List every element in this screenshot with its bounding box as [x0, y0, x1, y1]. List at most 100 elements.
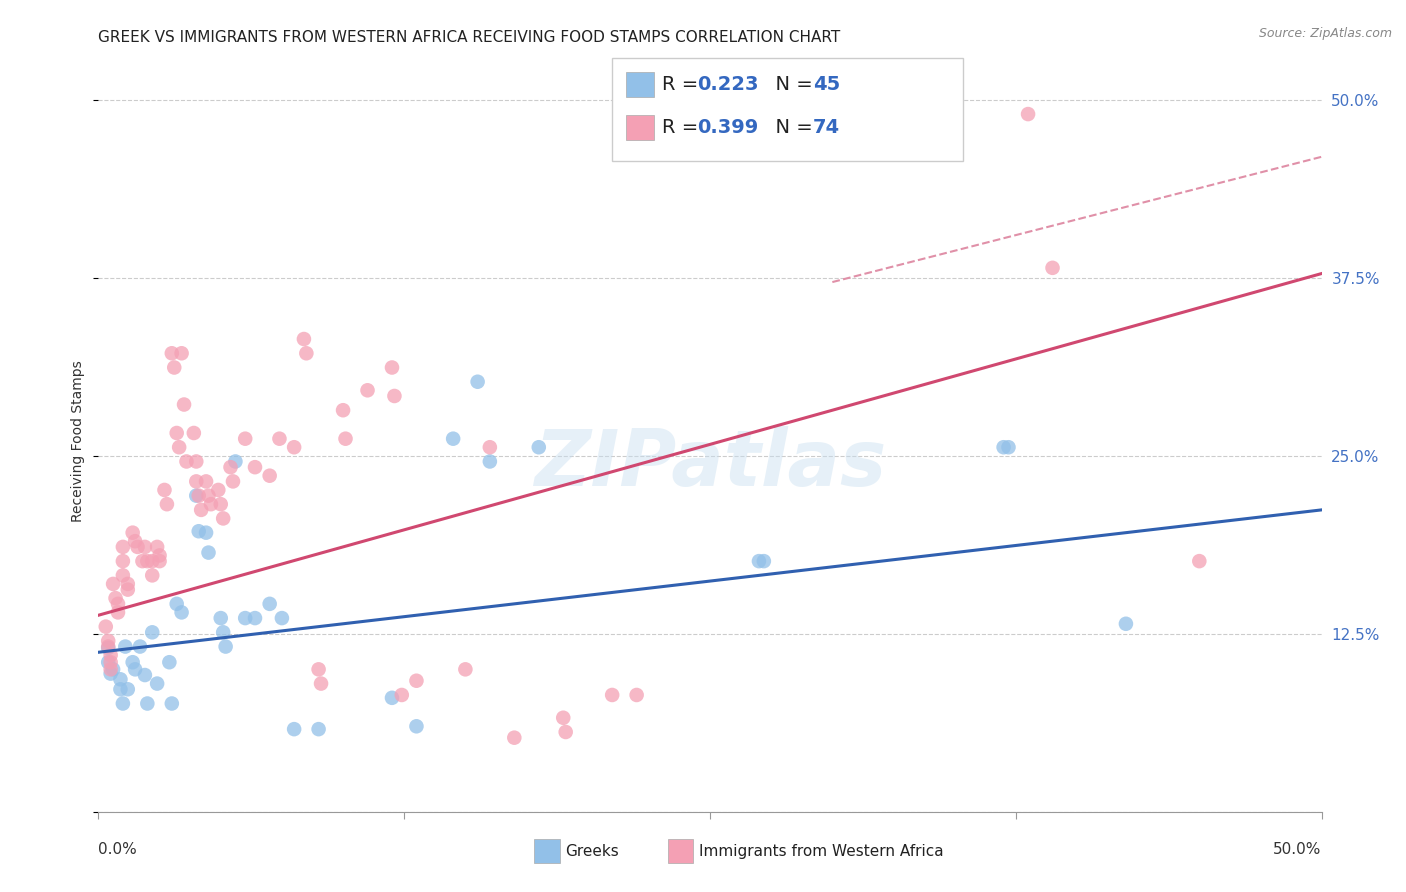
Point	[600, 688, 623, 702]
Text: 0.223: 0.223	[697, 75, 759, 95]
Point	[166, 597, 188, 611]
Point	[183, 425, 205, 440]
Point	[131, 554, 153, 568]
Point	[111, 540, 134, 554]
Point	[121, 655, 143, 669]
Point	[97, 640, 120, 654]
Text: 74: 74	[813, 118, 839, 137]
Text: Source: ZipAtlas.com: Source: ZipAtlas.com	[1258, 27, 1392, 40]
Point	[107, 606, 129, 620]
Point	[117, 682, 139, 697]
Point	[136, 554, 159, 568]
Point	[195, 475, 218, 489]
Point	[167, 440, 190, 454]
Point	[270, 611, 294, 625]
Point	[97, 633, 120, 648]
Point	[309, 676, 332, 690]
Point	[190, 503, 212, 517]
Point	[197, 489, 219, 503]
Text: Immigrants from Western Africa: Immigrants from Western Africa	[699, 845, 943, 859]
Point	[134, 668, 156, 682]
Point	[441, 432, 464, 446]
Point	[381, 690, 404, 705]
Point	[153, 483, 176, 497]
Point	[117, 577, 139, 591]
Point	[110, 673, 132, 687]
Text: R =: R =	[662, 75, 704, 95]
Point	[121, 525, 143, 540]
Point	[110, 682, 132, 697]
Point	[478, 454, 501, 468]
Point	[219, 460, 242, 475]
Point	[97, 655, 120, 669]
Point	[124, 662, 146, 676]
Point	[149, 549, 172, 563]
Point	[259, 597, 281, 611]
Point	[243, 611, 266, 625]
Point	[283, 722, 305, 736]
Point	[186, 489, 208, 503]
Point	[212, 511, 235, 525]
Point	[94, 619, 117, 633]
Point	[101, 662, 124, 676]
Point	[292, 332, 315, 346]
Point	[166, 425, 188, 440]
Text: 0.399: 0.399	[697, 118, 759, 137]
Point	[233, 432, 256, 446]
Point	[993, 440, 1015, 454]
Point	[156, 497, 179, 511]
Point	[308, 662, 330, 676]
Point	[134, 540, 156, 554]
Point	[141, 568, 163, 582]
Point	[197, 546, 219, 560]
Text: 50.0%: 50.0%	[1274, 842, 1322, 856]
Point	[114, 640, 136, 654]
Point	[212, 625, 235, 640]
Point	[163, 360, 186, 375]
Point	[391, 688, 413, 702]
Point	[141, 625, 163, 640]
Point	[224, 454, 246, 468]
Point	[467, 375, 489, 389]
Point	[1188, 554, 1211, 568]
Point	[243, 460, 266, 475]
Point	[384, 389, 406, 403]
Point	[107, 597, 129, 611]
Text: Greeks: Greeks	[565, 845, 619, 859]
Text: N =: N =	[763, 118, 820, 137]
Point	[1115, 616, 1137, 631]
Point	[356, 384, 378, 398]
Point	[308, 722, 330, 736]
Point	[127, 540, 149, 554]
Point	[554, 725, 576, 739]
Point	[207, 483, 229, 497]
Point	[214, 640, 236, 654]
Y-axis label: Receiving Food Stamps: Receiving Food Stamps	[72, 360, 86, 523]
Point	[146, 676, 169, 690]
Point	[209, 611, 232, 625]
Point	[100, 662, 122, 676]
Point	[503, 731, 526, 745]
Point	[200, 497, 222, 511]
Point	[104, 591, 127, 606]
Point	[405, 673, 427, 688]
Point	[157, 655, 180, 669]
Text: 0.0%: 0.0%	[98, 842, 138, 856]
Point	[186, 475, 208, 489]
Point	[170, 346, 193, 360]
Point	[100, 648, 122, 662]
Point	[100, 655, 122, 669]
Point	[553, 711, 575, 725]
Point	[626, 688, 648, 702]
Text: ZIPatlas: ZIPatlas	[534, 425, 886, 502]
Point	[111, 697, 134, 711]
Point	[283, 440, 305, 454]
Point	[222, 475, 245, 489]
Point	[233, 611, 256, 625]
Point	[97, 640, 120, 655]
Point	[1017, 107, 1039, 121]
Point	[997, 440, 1019, 454]
Point	[149, 554, 172, 568]
Point	[1042, 260, 1064, 275]
Point	[173, 398, 195, 412]
